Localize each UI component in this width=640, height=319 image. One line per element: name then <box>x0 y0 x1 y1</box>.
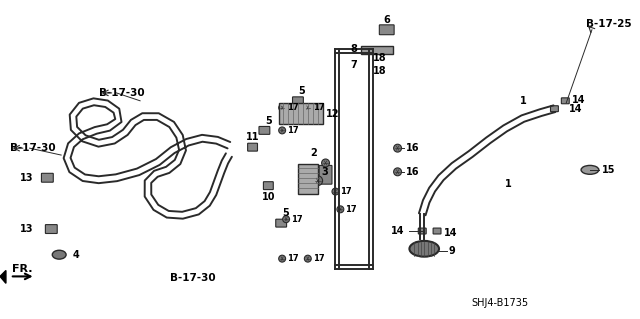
Text: 9: 9 <box>449 246 456 256</box>
Text: 14: 14 <box>390 226 404 236</box>
Text: 1: 1 <box>505 179 511 189</box>
Text: 16: 16 <box>406 167 419 177</box>
Circle shape <box>278 104 285 111</box>
Text: B-17-25: B-17-25 <box>586 19 632 29</box>
Circle shape <box>305 255 311 262</box>
Text: B-17-30: B-17-30 <box>10 143 56 153</box>
Polygon shape <box>0 271 6 283</box>
Text: 16: 16 <box>406 143 419 153</box>
Text: 5: 5 <box>265 115 272 126</box>
Text: 17: 17 <box>340 187 352 196</box>
Ellipse shape <box>581 166 599 174</box>
Circle shape <box>337 206 344 213</box>
Text: 4: 4 <box>73 250 80 260</box>
Circle shape <box>313 176 323 186</box>
Circle shape <box>332 188 339 195</box>
Text: 13: 13 <box>20 224 33 234</box>
Text: 17: 17 <box>287 126 299 135</box>
FancyBboxPatch shape <box>42 173 53 182</box>
Text: B-17-30: B-17-30 <box>170 273 215 283</box>
Text: FR.: FR. <box>12 263 33 273</box>
Text: 18: 18 <box>373 66 387 76</box>
FancyBboxPatch shape <box>276 219 287 227</box>
FancyBboxPatch shape <box>550 106 558 112</box>
Circle shape <box>278 127 285 134</box>
Text: 6: 6 <box>383 15 390 25</box>
Circle shape <box>305 104 311 111</box>
Ellipse shape <box>52 250 66 259</box>
FancyBboxPatch shape <box>45 225 57 234</box>
FancyBboxPatch shape <box>264 182 273 189</box>
Text: 14: 14 <box>569 104 583 114</box>
Bar <box>298 164 317 194</box>
Text: 2: 2 <box>310 148 317 158</box>
Text: 14: 14 <box>444 228 458 238</box>
Text: 5: 5 <box>283 208 289 218</box>
Circle shape <box>394 144 401 152</box>
Text: 15: 15 <box>602 165 615 175</box>
FancyBboxPatch shape <box>561 98 569 104</box>
Text: 18: 18 <box>373 53 387 63</box>
Text: 8: 8 <box>350 44 357 55</box>
FancyBboxPatch shape <box>248 143 257 151</box>
Text: 1: 1 <box>520 96 526 106</box>
Bar <box>361 46 393 55</box>
Text: SHJ4-B1735: SHJ4-B1735 <box>472 298 529 308</box>
Text: 17: 17 <box>287 254 299 263</box>
FancyBboxPatch shape <box>380 25 394 35</box>
Ellipse shape <box>410 241 439 257</box>
Text: 5: 5 <box>298 86 305 96</box>
FancyBboxPatch shape <box>292 97 303 105</box>
Text: 17: 17 <box>346 205 357 214</box>
Text: 17: 17 <box>291 215 303 224</box>
Text: B-17-30: B-17-30 <box>99 88 144 98</box>
Circle shape <box>283 216 289 223</box>
Text: 14: 14 <box>572 95 586 105</box>
Text: 11: 11 <box>246 132 259 142</box>
Circle shape <box>322 159 330 167</box>
Text: 17: 17 <box>313 103 324 112</box>
Circle shape <box>394 168 401 176</box>
FancyBboxPatch shape <box>259 126 270 134</box>
Bar <box>279 103 323 124</box>
FancyBboxPatch shape <box>419 228 426 234</box>
Text: 3: 3 <box>322 167 328 177</box>
FancyBboxPatch shape <box>319 166 332 184</box>
Text: 7: 7 <box>350 60 357 70</box>
Text: 12: 12 <box>326 109 339 119</box>
Text: 10: 10 <box>262 192 275 203</box>
Text: 13: 13 <box>20 173 33 183</box>
Circle shape <box>278 255 285 262</box>
Text: 17: 17 <box>313 254 324 263</box>
Text: 17: 17 <box>287 103 299 112</box>
FancyBboxPatch shape <box>433 228 441 234</box>
